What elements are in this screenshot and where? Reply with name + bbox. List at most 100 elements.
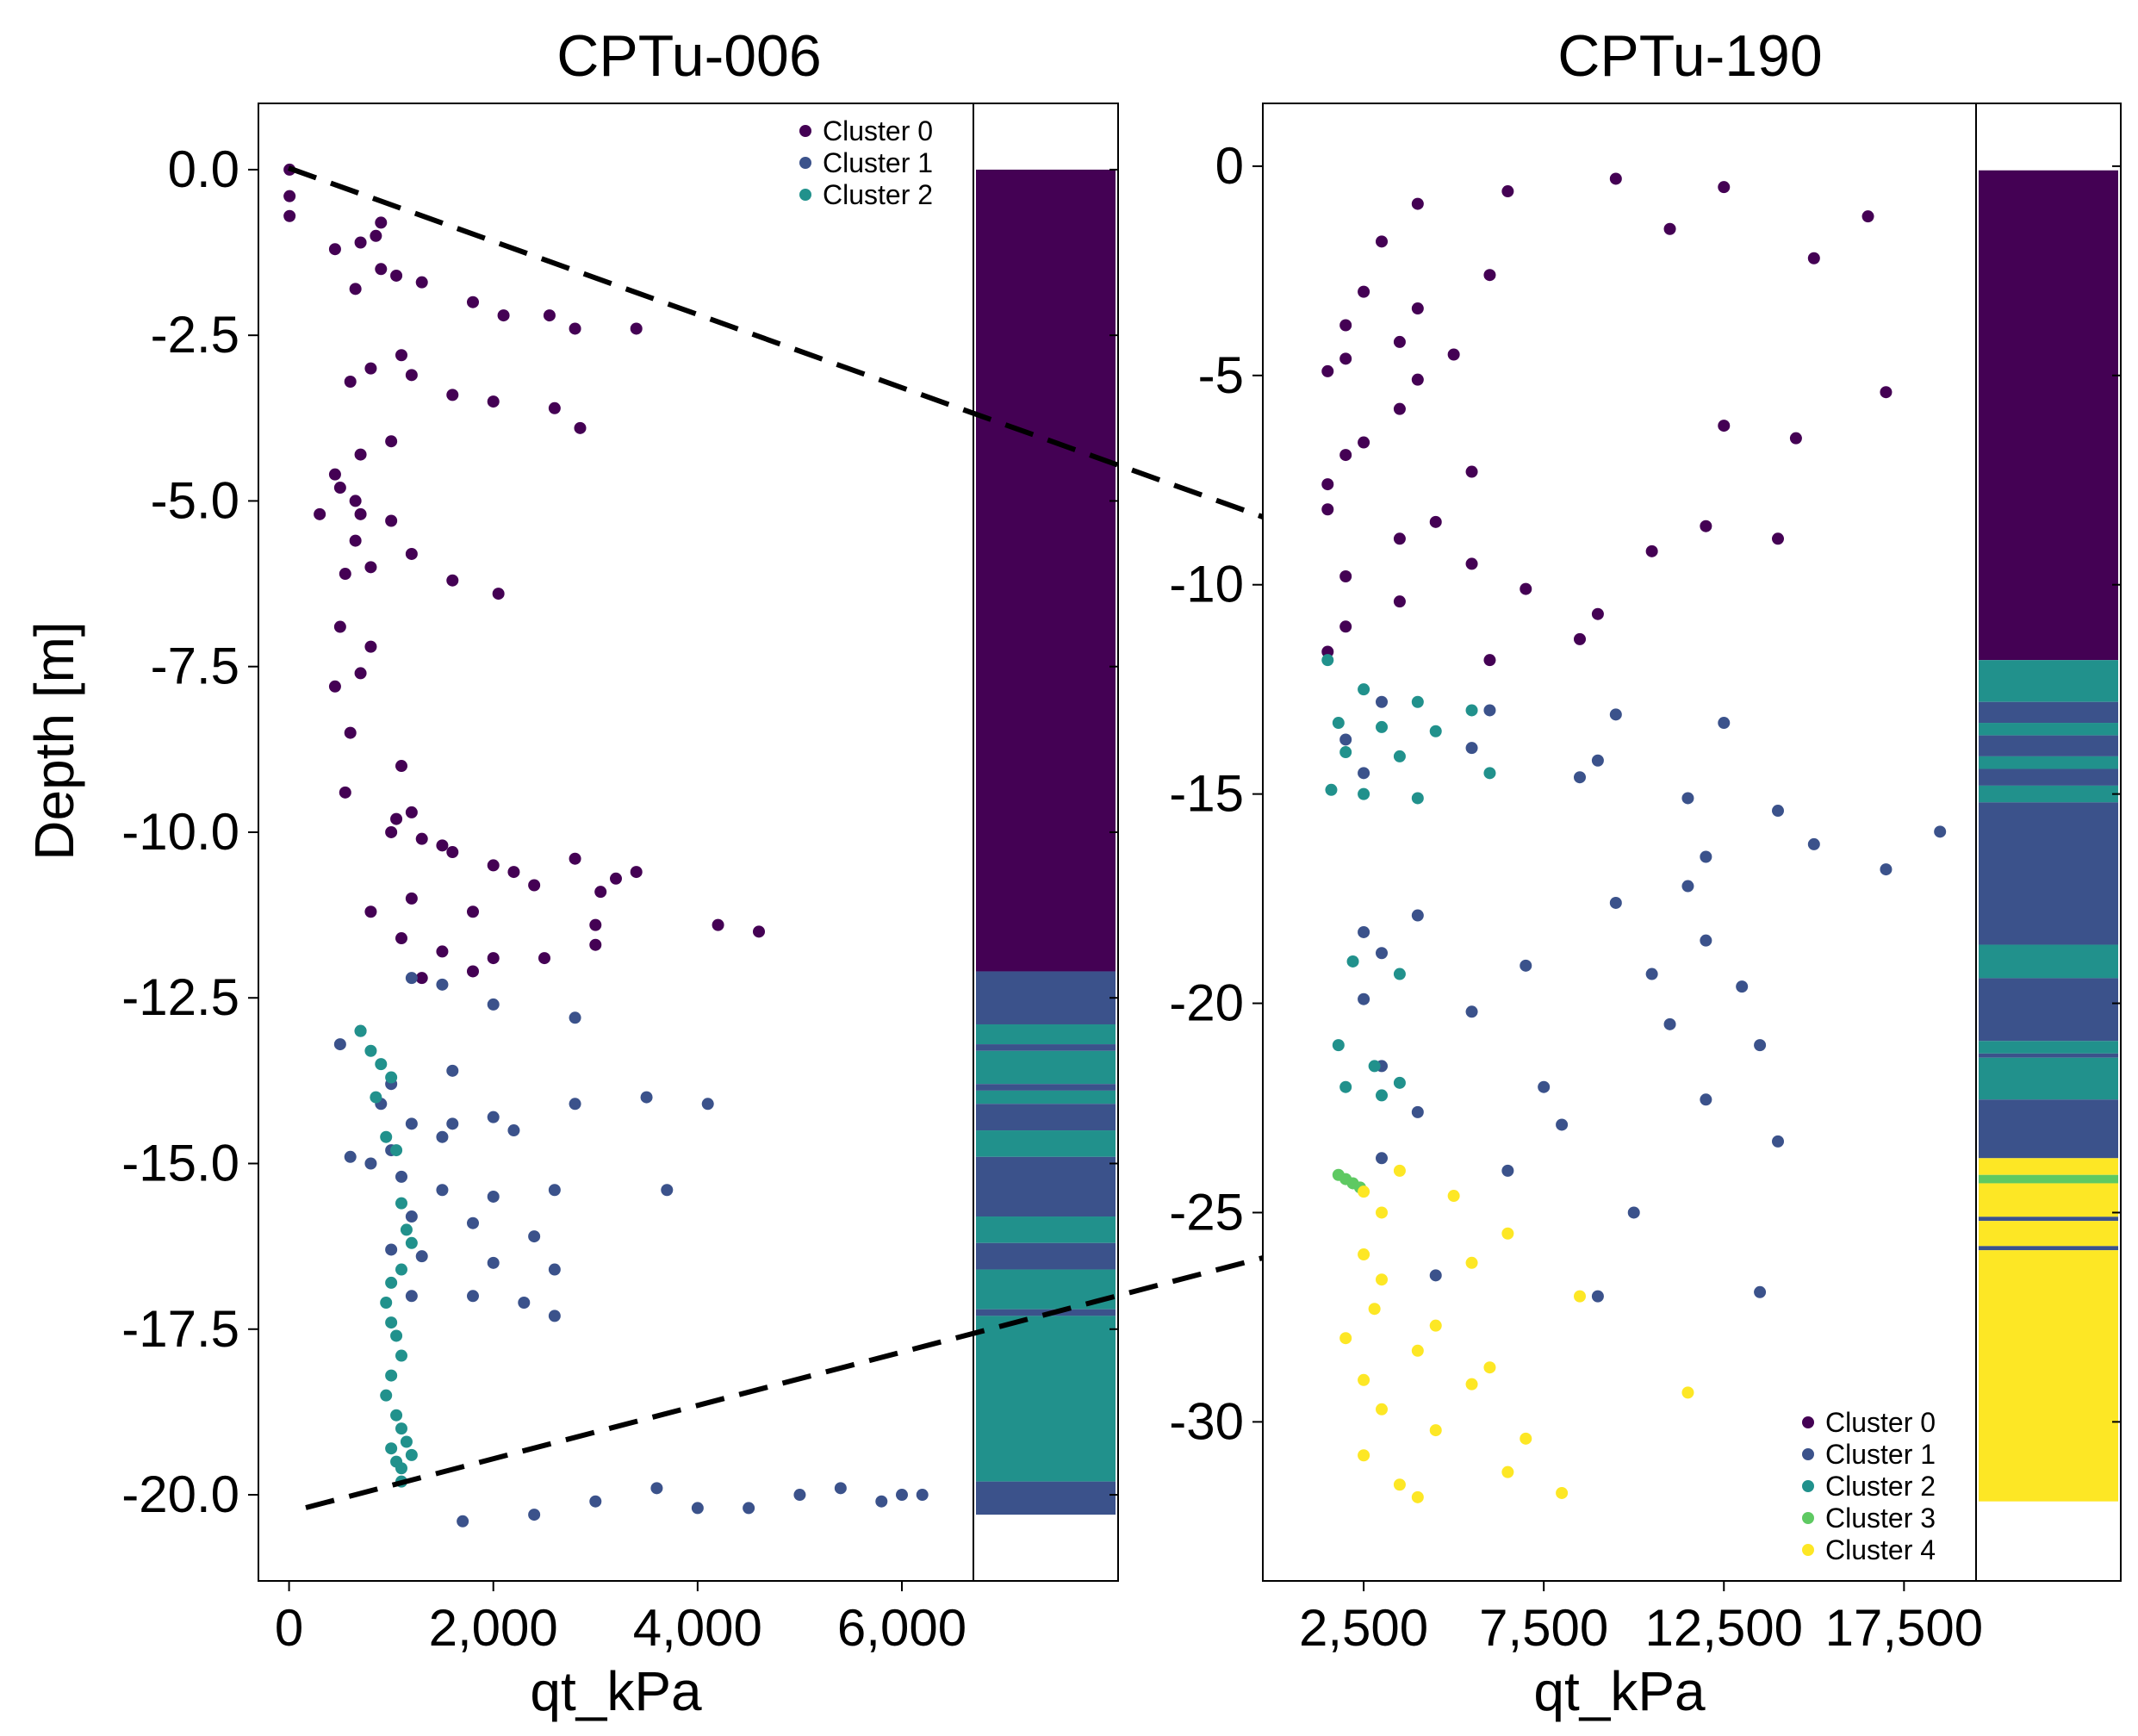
right-point	[1358, 992, 1370, 1005]
right-bar-segment	[1979, 1057, 2118, 1100]
right-point	[1339, 746, 1352, 759]
left-point	[834, 1482, 847, 1495]
left-point	[793, 1489, 806, 1502]
right-point	[1358, 1185, 1370, 1198]
left-point	[349, 534, 362, 547]
left-point	[395, 1197, 407, 1210]
right-point	[1358, 1373, 1370, 1386]
right-point	[1429, 1424, 1442, 1437]
left-point	[467, 905, 479, 918]
left-point	[712, 918, 724, 931]
left-point	[691, 1502, 704, 1515]
left-point	[415, 1250, 428, 1263]
left-point	[487, 1111, 500, 1123]
left-legend-label: Cluster 1	[823, 147, 933, 178]
left-bar-frame	[973, 103, 1119, 1582]
left-y-tick-label: -7.5	[151, 638, 239, 695]
right-point	[1358, 436, 1370, 449]
left-point	[415, 972, 428, 985]
right-bar-segment	[1979, 1041, 2118, 1054]
left-y-tick-label: 0.0	[168, 140, 239, 198]
right-legend-label: Cluster 3	[1825, 1503, 1936, 1534]
left-point	[436, 978, 449, 991]
left-point	[569, 322, 581, 335]
left-point	[349, 283, 362, 296]
left-y-tick-label: -20.0	[121, 1465, 239, 1523]
left-point	[395, 932, 407, 945]
left-legend-marker	[799, 189, 811, 201]
left-point	[518, 1296, 531, 1309]
right-legend-label: Cluster 1	[1825, 1439, 1936, 1470]
left-legend-label: Cluster 2	[823, 179, 933, 210]
right-point	[1393, 1478, 1406, 1491]
left-point	[528, 1230, 541, 1243]
right-point	[1772, 1135, 1784, 1148]
right-point	[1465, 1005, 1478, 1018]
right-point	[1376, 947, 1388, 960]
left-bar-segment	[976, 1316, 1116, 1482]
right-point	[1393, 595, 1406, 608]
right-bar-segment	[1979, 785, 2118, 803]
left-point	[354, 1024, 367, 1037]
left-point	[446, 389, 459, 401]
right-point	[1358, 1449, 1370, 1462]
left-point	[507, 866, 520, 879]
right-legend-label: Cluster 2	[1825, 1471, 1936, 1502]
right-point	[1807, 252, 1820, 264]
right-point	[1321, 478, 1334, 491]
right-point	[1880, 863, 1893, 876]
right-point	[1501, 185, 1514, 198]
right-point	[1501, 1227, 1514, 1240]
left-y-tick-label: -2.5	[151, 306, 239, 364]
right-point	[1346, 955, 1359, 968]
right-y-tick-label: -20	[1169, 974, 1244, 1032]
left-bar-segment	[976, 1481, 1116, 1515]
right-point	[1368, 1303, 1381, 1316]
left-point	[487, 395, 500, 408]
left-point	[436, 1130, 449, 1143]
left-point	[405, 1210, 418, 1223]
left-point	[528, 879, 541, 892]
left-series-cluster-1	[333, 972, 929, 1528]
right-point	[1663, 1017, 1676, 1030]
left-point	[400, 1223, 413, 1236]
left-bar-segment	[976, 1242, 1116, 1270]
right-point	[1609, 896, 1622, 909]
right-point	[1880, 386, 1893, 399]
right-point	[1393, 402, 1406, 415]
right-y-tick-label: -30	[1169, 1392, 1244, 1450]
right-y-tick-label: -10	[1169, 556, 1244, 613]
left-point	[753, 925, 765, 938]
right-point	[1789, 432, 1802, 445]
left-point	[385, 1276, 398, 1289]
right-point	[1393, 750, 1406, 762]
right-point	[1754, 1039, 1767, 1052]
right-point	[1429, 1319, 1442, 1332]
left-point	[436, 1184, 449, 1197]
right-point	[1376, 1206, 1388, 1219]
left-point	[548, 1310, 561, 1322]
right-point	[1393, 968, 1406, 980]
right-point	[1393, 1076, 1406, 1089]
right-series-cluster-4	[1339, 1164, 1694, 1503]
left-point	[328, 243, 341, 256]
left-x-tick-label: 4,000	[633, 1599, 762, 1657]
right-point	[1429, 515, 1442, 528]
left-point	[415, 276, 428, 289]
right-point	[1376, 235, 1388, 248]
left-point	[743, 1502, 755, 1515]
right-point	[1376, 1089, 1388, 1102]
left-point	[395, 1349, 407, 1362]
left-point	[370, 229, 382, 242]
right-bar-segment	[1979, 1250, 2118, 1502]
right-x-tick-label: 12,500	[1645, 1599, 1804, 1657]
right-point	[1520, 582, 1532, 595]
left-point	[390, 269, 403, 282]
right-point	[1339, 1332, 1352, 1345]
right-bar-segment	[1979, 978, 2118, 1042]
left-point	[385, 1243, 398, 1256]
right-point	[1339, 1080, 1352, 1093]
left-point	[328, 468, 341, 481]
right-point	[1429, 725, 1442, 737]
